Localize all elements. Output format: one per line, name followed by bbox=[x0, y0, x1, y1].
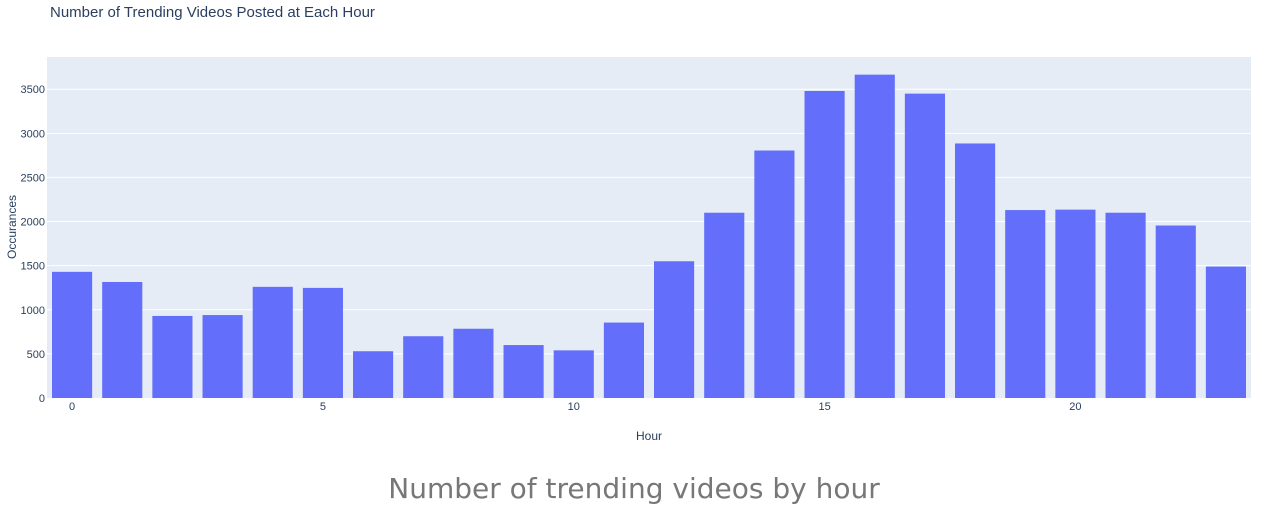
bar-hour-9[interactable] bbox=[503, 345, 544, 398]
x-tick-label: 0 bbox=[69, 401, 75, 413]
bar-hour-0[interactable] bbox=[52, 271, 93, 398]
bar-hour-6[interactable] bbox=[353, 351, 394, 398]
x-tick-label: 5 bbox=[320, 401, 326, 413]
y-tick-label: 3000 bbox=[21, 128, 45, 140]
x-axis-ticks: 0 5 10 15 20 bbox=[69, 401, 1082, 413]
bar-hour-17[interactable] bbox=[904, 93, 945, 398]
y-tick-label: 500 bbox=[27, 349, 45, 361]
bar-hour-4[interactable] bbox=[252, 286, 293, 398]
y-axis-title: Occurances bbox=[5, 195, 19, 259]
bar-hour-13[interactable] bbox=[704, 212, 745, 398]
y-tick-label: 2500 bbox=[21, 172, 45, 184]
bar-hour-16[interactable] bbox=[854, 74, 895, 398]
x-tick-label: 10 bbox=[568, 401, 580, 413]
x-tick-label: 15 bbox=[818, 401, 830, 413]
bar-hour-20[interactable] bbox=[1055, 209, 1096, 398]
x-axis-title: Hour bbox=[636, 429, 662, 443]
bar-hour-15[interactable] bbox=[804, 90, 845, 399]
bar-hour-5[interactable] bbox=[302, 287, 343, 398]
bar-hour-7[interactable] bbox=[403, 336, 444, 398]
x-tick-label: 20 bbox=[1069, 401, 1081, 413]
y-tick-label: 2000 bbox=[21, 217, 45, 229]
figure-caption: Number of trending videos by hour bbox=[388, 472, 880, 505]
bar-hour-19[interactable] bbox=[1005, 210, 1046, 398]
bar-hour-8[interactable] bbox=[453, 328, 494, 398]
bar-hour-1[interactable] bbox=[102, 281, 143, 398]
bars bbox=[52, 74, 1246, 399]
y-axis-ticks: 0 500 1000 1500 2000 2500 3000 3500 bbox=[21, 84, 45, 405]
bar-hour-12[interactable] bbox=[654, 261, 695, 398]
bar-hour-22[interactable] bbox=[1155, 225, 1196, 398]
plot-area bbox=[47, 57, 1251, 398]
bar-hour-23[interactable] bbox=[1205, 266, 1246, 398]
bar-hour-10[interactable] bbox=[553, 350, 594, 398]
gridlines bbox=[47, 88, 1251, 355]
bar-hour-18[interactable] bbox=[955, 143, 996, 398]
y-tick-label: 3500 bbox=[21, 84, 45, 96]
chart-title: Number of Trending Videos Posted at Each… bbox=[50, 4, 375, 21]
y-tick-label: 0 bbox=[39, 393, 45, 405]
bar-hour-3[interactable] bbox=[202, 315, 243, 398]
bar-hour-2[interactable] bbox=[152, 315, 193, 398]
bar-hour-11[interactable] bbox=[603, 322, 644, 398]
y-tick-label: 1000 bbox=[21, 305, 45, 317]
bar-hour-21[interactable] bbox=[1105, 212, 1146, 398]
bar-hour-14[interactable] bbox=[754, 150, 795, 398]
y-tick-label: 1500 bbox=[21, 261, 45, 273]
